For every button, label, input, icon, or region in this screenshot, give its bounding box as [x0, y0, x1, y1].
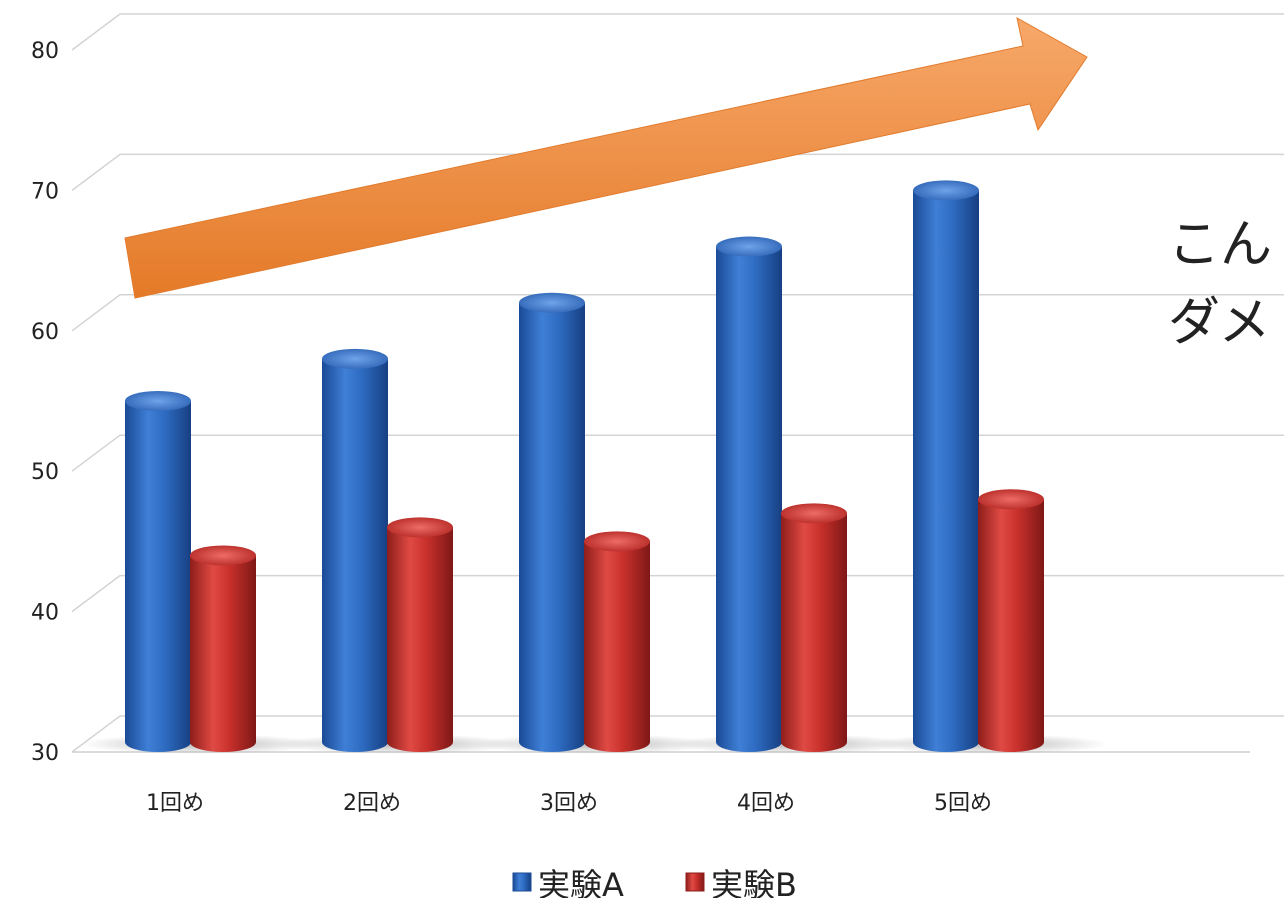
y-tick-label: 30	[31, 741, 59, 766]
x-tick-label: 1回め	[146, 791, 204, 816]
bar-a-5	[913, 180, 979, 752]
bar-body	[125, 401, 191, 752]
bar-body	[322, 358, 388, 752]
gridline	[71, 153, 1284, 191]
bar-a-3	[519, 292, 585, 752]
bar-b-3	[584, 531, 650, 752]
trend-arrow	[124, 17, 1088, 299]
y-tick-label: 60	[31, 320, 59, 345]
bar-body	[913, 190, 979, 752]
annotation: こん ダメ	[1168, 215, 1272, 353]
gridline	[71, 574, 1284, 613]
bar-body	[781, 513, 847, 752]
bar-a-2	[322, 348, 388, 752]
x-tick-label: 2回め	[343, 791, 401, 816]
bars	[125, 180, 1044, 752]
annotation-line-2: ダメ	[1168, 293, 1270, 353]
bar-cap	[584, 531, 650, 552]
bar-cap	[190, 545, 256, 566]
gridline	[71, 715, 1284, 753]
bar-b-2	[387, 517, 453, 752]
bar-b-4	[781, 503, 847, 752]
bar-cap	[781, 503, 847, 524]
x-tick-label: 4回め	[737, 791, 795, 816]
bar-cap	[387, 517, 453, 538]
bar-cap	[716, 236, 782, 257]
y-axis: 30 40 50 60 70 80	[31, 39, 59, 766]
y-tick-label: 50	[31, 460, 59, 485]
bar-body	[584, 541, 650, 752]
bar-cap	[125, 391, 191, 411]
gridline	[71, 294, 1284, 332]
bar-body	[519, 302, 585, 752]
legend-label-a: 実験A	[538, 866, 624, 898]
bar-body	[716, 246, 782, 752]
bar-a-4	[716, 236, 782, 752]
bar-body	[190, 555, 256, 752]
bar-cap	[322, 348, 388, 369]
bar-cap	[519, 292, 585, 313]
legend-swatch-a	[512, 872, 532, 892]
annotation-line-1: こん	[1168, 215, 1272, 275]
y-tick-label: 40	[31, 601, 59, 626]
x-axis: 1回め 2回め 3回め 4回め 5回め	[146, 791, 992, 816]
bar-b-5	[978, 489, 1044, 752]
gridline	[71, 434, 1284, 472]
legend-swatch-b	[685, 872, 705, 892]
gridline	[71, 13, 1284, 51]
x-tick-label: 3回め	[540, 791, 598, 816]
bar-cap	[913, 180, 979, 201]
bar-a-1	[125, 391, 191, 752]
bar-body	[387, 527, 453, 752]
bar-b-1	[190, 545, 256, 752]
bar-body	[978, 499, 1044, 752]
legend-label-b: 実験B	[711, 866, 797, 898]
y-tick-label: 80	[31, 39, 59, 64]
y-tick-label: 70	[31, 179, 59, 204]
legend: 実験A 実験B	[512, 866, 797, 898]
x-tick-label: 5回め	[934, 791, 992, 816]
bar-cap	[978, 489, 1044, 510]
